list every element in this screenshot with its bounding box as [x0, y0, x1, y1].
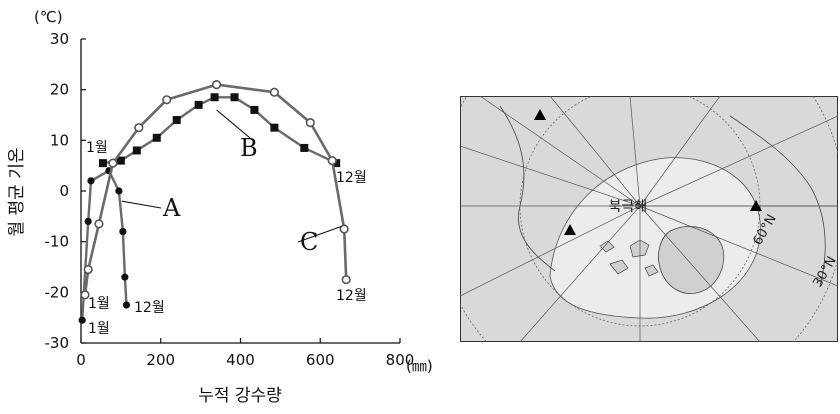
- data-point: [83, 264, 93, 275]
- y-tick-label: 10: [50, 131, 69, 149]
- x-unit-label: (㎜): [406, 357, 433, 375]
- chart-axes: 30 20 10 0 -10 -20 -30 0 200 400 600 800: [45, 30, 415, 369]
- y-unit-label: (℃): [34, 8, 63, 26]
- parallel-60n: [519, 96, 761, 327]
- data-point: [270, 123, 279, 132]
- data-point: [269, 87, 279, 97]
- x-tick-label: 800: [386, 351, 415, 369]
- month-label-end-A: 12월: [134, 300, 165, 316]
- data-point: [162, 95, 172, 105]
- series-pointer-C: [297, 225, 342, 243]
- data-point: [108, 158, 118, 168]
- series-name-B: B: [240, 134, 258, 162]
- y-axis-title: 월 평균 기온: [7, 147, 27, 236]
- y-tick-label: 30: [50, 30, 69, 48]
- x-axis-title: 누적 강수량: [198, 386, 282, 406]
- island-group: [599, 239, 659, 277]
- coastline-east: [729, 115, 826, 287]
- data-point: [152, 133, 161, 142]
- meridians: [460, 96, 838, 342]
- month-label-start-B: 1월: [86, 140, 108, 156]
- data-point: [78, 316, 86, 324]
- station-marker: [534, 109, 546, 120]
- data-point: [98, 159, 107, 168]
- series-line-C: [83, 83, 348, 296]
- data-point: [115, 187, 123, 195]
- data-point: [341, 275, 351, 285]
- data-point: [132, 146, 141, 155]
- chart-series: A B C 1월 12월 1월 12월 1월 12월: [78, 79, 367, 337]
- data-point: [94, 219, 104, 229]
- data-point: [339, 224, 349, 234]
- series-C: [80, 79, 351, 300]
- data-point: [300, 143, 309, 152]
- sea-label: 북극해: [609, 199, 648, 215]
- greenland-land: [658, 226, 725, 294]
- series-pointer-B: [216, 109, 251, 139]
- month-label-end-C: 12월: [336, 288, 367, 304]
- y-tick-label: 0: [59, 182, 69, 200]
- data-point: [172, 116, 181, 125]
- data-point: [211, 79, 222, 90]
- month-label-end-B: 12월: [336, 170, 367, 186]
- data-point: [332, 159, 341, 168]
- y-tick-label: 20: [50, 81, 69, 99]
- data-point: [230, 93, 239, 102]
- series-name-A: A: [162, 194, 181, 222]
- data-point: [250, 105, 259, 114]
- data-point: [116, 156, 125, 165]
- series-pointer-A: [121, 200, 162, 209]
- data-point: [194, 100, 203, 109]
- y-tick-label: -30: [45, 334, 70, 352]
- x-tick-label: 600: [306, 351, 335, 369]
- y-tick-label: -20: [45, 283, 70, 301]
- series-line-A: [81, 169, 128, 321]
- data-point: [134, 123, 144, 133]
- data-point: [87, 177, 95, 185]
- x-tick-label: 200: [146, 351, 175, 369]
- series-B: [98, 93, 341, 168]
- data-point: [122, 301, 131, 309]
- series-name-C: C: [300, 228, 318, 256]
- data-point: [305, 117, 315, 128]
- y-tick-label: -10: [45, 233, 70, 251]
- data-point: [327, 156, 337, 166]
- x-tick-label: 400: [226, 351, 255, 369]
- station-marker: [750, 200, 762, 211]
- arctic-map: 북극해 60°N 30°N: [460, 96, 838, 342]
- data-point: [121, 273, 129, 281]
- data-point: [210, 93, 219, 102]
- data-point: [80, 290, 90, 300]
- station-marker: [564, 224, 576, 235]
- month-label-start-A: 1월: [88, 321, 110, 337]
- data-point: [84, 217, 92, 225]
- climate-chart: 30 20 10 0 -10 -20 -30 0 200 400 600 800 A B C 1월 12월 1월…: [7, 8, 433, 406]
- month-label-start-C: 1월: [88, 296, 110, 312]
- x-tick-label: 0: [76, 351, 86, 369]
- data-point: [119, 227, 127, 236]
- series-A: [78, 167, 131, 324]
